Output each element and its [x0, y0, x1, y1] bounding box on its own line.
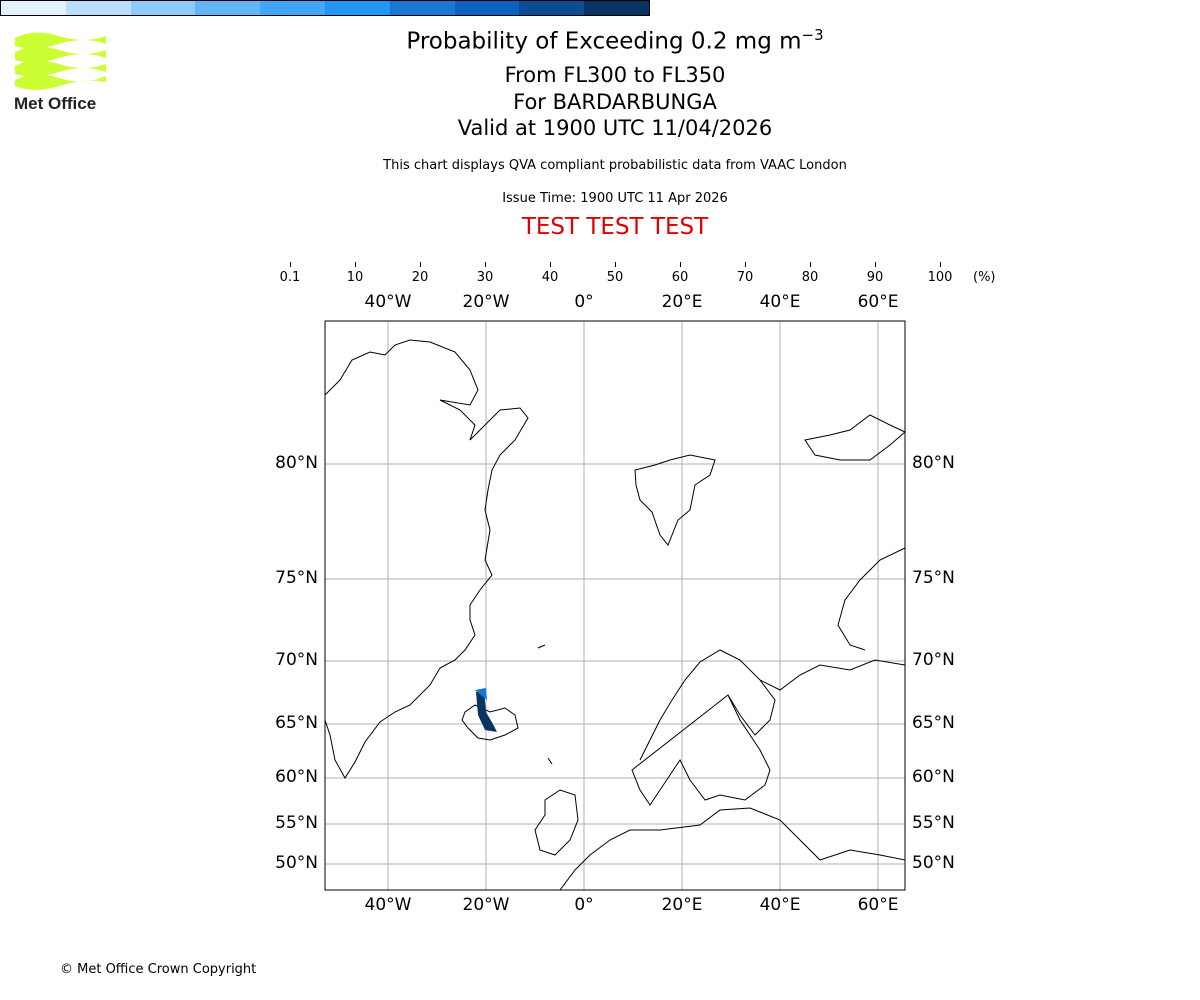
flight-level-range: From FL300 to FL350 — [504, 63, 726, 87]
colorbar-unit: (%) — [973, 270, 996, 285]
coast-franz-josef — [804, 414, 906, 461]
lat-label-right: 55°N — [912, 813, 955, 833]
colorbar-tick — [420, 262, 421, 267]
plume-60-70 — [475, 688, 487, 700]
lat-label-left: 60°N — [275, 767, 318, 787]
lon-label-bottom: 40°E — [759, 895, 801, 915]
lat-label-left: 50°N — [275, 853, 318, 873]
colorbar-tick-label: 30 — [476, 270, 494, 285]
colorbar-tick — [875, 262, 876, 267]
lon-label-bottom: 20°E — [661, 895, 703, 915]
lat-label-left: 65°N — [275, 713, 318, 733]
ash-plume — [475, 688, 497, 732]
coast-novaya-zemlya — [837, 547, 906, 651]
colorbar-tick — [615, 262, 616, 267]
coast-scandinavia — [631, 649, 906, 806]
lat-label-right: 60°N — [912, 767, 955, 787]
lat-label-right: 75°N — [912, 568, 955, 588]
colorbar-segment — [260, 1, 325, 15]
colorbar-tick-label: 70 — [736, 270, 754, 285]
colorbar-tick — [680, 262, 681, 267]
lat-label-right: 50°N — [912, 853, 955, 873]
test-banner: TEST TEST TEST — [521, 214, 709, 240]
valid-time: Valid at 1900 UTC 11/04/2026 — [457, 116, 773, 140]
met-office-logo: Met Office — [14, 30, 106, 116]
coast-jan-mayen — [537, 644, 546, 649]
chart-title: Probability of Exceeding 0.2 mg m−3 — [406, 26, 824, 55]
coast-svalbard — [634, 454, 716, 546]
qva-note: This chart displays QVA compliant probab… — [383, 158, 847, 173]
colorbar-tick — [810, 262, 811, 267]
colorbar-tick — [290, 262, 291, 267]
lon-label-bottom: 40°W — [364, 895, 412, 915]
colorbar-tick — [745, 262, 746, 267]
colorbar — [0, 0, 650, 16]
map-frame — [324, 320, 906, 891]
lat-label-right: 65°N — [912, 713, 955, 733]
colorbar-tick-label: 60 — [671, 270, 689, 285]
lon-label-bottom: 0° — [574, 895, 594, 915]
logo-waves-icon: Met Office — [14, 32, 106, 113]
colorbar-tick — [485, 262, 486, 267]
colorbar-segment — [584, 1, 649, 15]
lat-label-right: 70°N — [912, 650, 955, 670]
colorbar-tick — [550, 262, 551, 267]
colorbar-segment — [324, 1, 390, 15]
colorbar-tick — [940, 262, 941, 267]
logo-text: Met Office — [14, 94, 96, 112]
lat-label-left: 80°N — [275, 453, 318, 473]
colorbar-tick-label: 10 — [346, 270, 364, 285]
lat-label-left: 70°N — [275, 650, 318, 670]
lon-label-top: 20°E — [661, 292, 703, 312]
lat-label-left: 75°N — [275, 568, 318, 588]
coastlines — [324, 339, 906, 891]
colorbar-tick-label: 90 — [866, 270, 884, 285]
lon-label-top: 20°W — [462, 292, 510, 312]
colorbar-tick-label: 40 — [541, 270, 559, 285]
colorbar-tick-label: 100 — [927, 270, 953, 285]
lon-label-top: 0° — [574, 292, 594, 312]
colorbar-tick-label: 0.1 — [279, 270, 301, 285]
coast-greenland — [324, 339, 529, 779]
lon-label-top: 40°E — [759, 292, 801, 312]
colorbar-tick — [355, 262, 356, 267]
colorbar-segment — [130, 1, 196, 15]
colorbar-segment — [454, 1, 520, 15]
plume-90-100 — [476, 690, 497, 732]
issue-time: Issue Time: 1900 UTC 11 Apr 2026 — [502, 191, 728, 206]
colorbar-segment — [195, 1, 261, 15]
colorbar-segment — [1, 1, 66, 15]
volcano-name: For BARDARBUNGA — [513, 90, 717, 114]
lon-label-top: 60°E — [857, 292, 899, 312]
lon-label-bottom: 20°W — [462, 895, 510, 915]
colorbar-tick-label: 50 — [606, 270, 624, 285]
coast-faroes — [547, 757, 553, 765]
copyright: © Met Office Crown Copyright — [60, 962, 257, 977]
lon-label-top: 40°W — [364, 292, 412, 312]
lat-label-right: 80°N — [912, 453, 955, 473]
colorbar-tick-label: 20 — [411, 270, 429, 285]
lat-label-left: 55°N — [275, 813, 318, 833]
colorbar-segment — [65, 1, 131, 15]
coast-iceland — [461, 704, 519, 741]
colorbar-segment — [389, 1, 455, 15]
coast-europe — [534, 789, 906, 891]
colorbar-tick-label: 80 — [801, 270, 819, 285]
lon-label-bottom: 60°E — [857, 895, 899, 915]
colorbar-segment — [519, 1, 585, 15]
